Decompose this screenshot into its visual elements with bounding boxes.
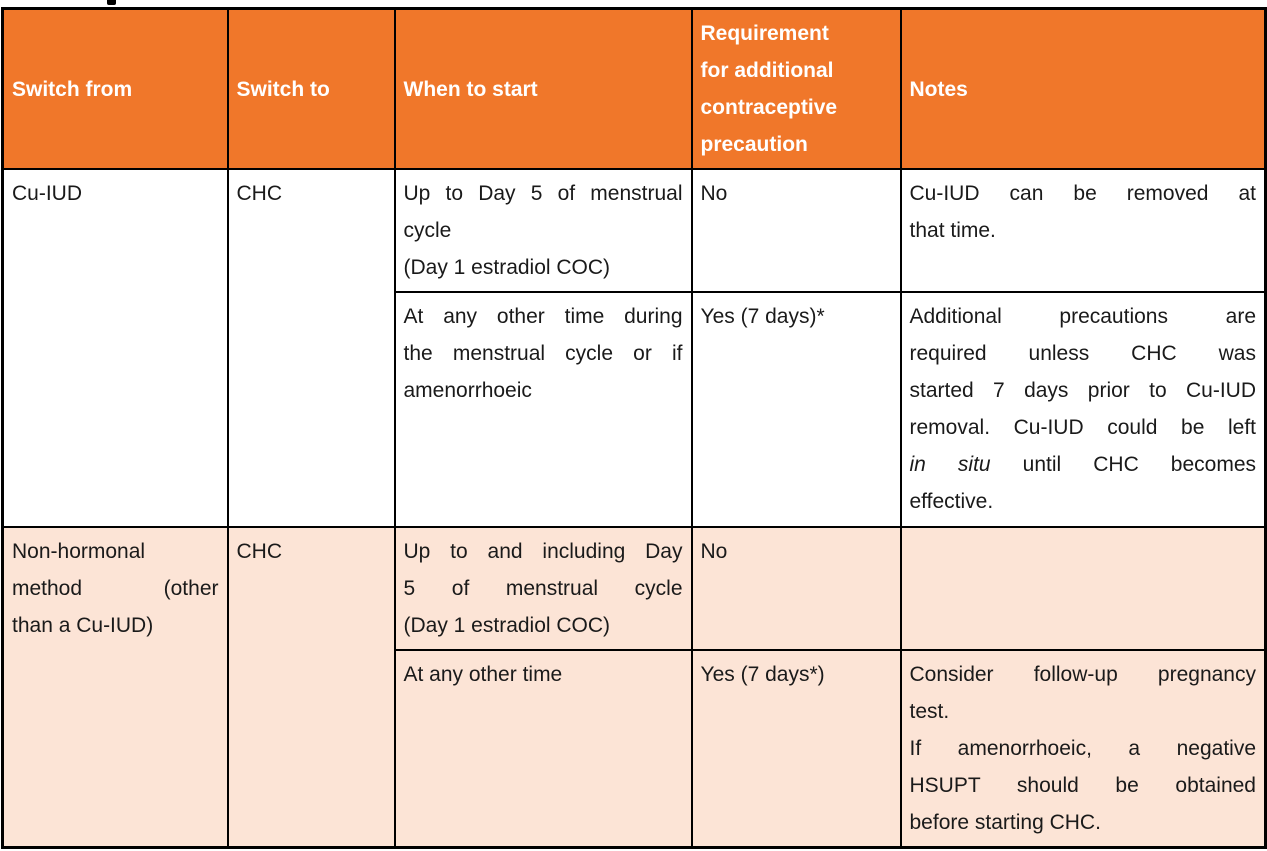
text-line: test. <box>909 700 950 723</box>
text-line: If amenorrhoeic, a negative <box>909 737 1257 760</box>
text-line: before starting CHC. <box>909 811 1101 834</box>
text-line: No <box>700 540 728 563</box>
col-header-label: Requirement for additional contraceptive… <box>700 22 838 156</box>
text-line: (Day 1 estradiol COC) <box>403 614 611 637</box>
cell-when-to-start: Up to Day 5 of menstrual cycle (Day 1 es… <box>393 168 693 293</box>
text-line: amenorrhoeic <box>403 379 532 402</box>
cell-switch-from: Non-hormonal method (other than a Cu-IUD… <box>1 526 229 849</box>
cell-switch-to: CHC <box>226 526 396 849</box>
text-line: removal. Cu-IUD could be left <box>909 416 1257 439</box>
cell-requirement: Yes (7 days*) <box>690 649 902 849</box>
cell-requirement: Yes (7 days)* <box>690 291 902 528</box>
text-line: started 7 days prior to Cu-IUD <box>909 379 1257 402</box>
cell-when-to-start: At any other time during the menstrual c… <box>393 291 693 528</box>
text-line: than a Cu-IUD) <box>12 614 154 637</box>
cell-requirement: No <box>690 168 902 293</box>
text-line: Non-hormonal <box>12 540 146 563</box>
cell-notes: Consider follow-up pregnancy test. If am… <box>899 649 1267 849</box>
text-line: that time. <box>909 219 996 242</box>
cell-requirement: No <box>690 526 902 651</box>
table-row: At any other time Yes (7 days*) Consider… <box>3 649 1267 849</box>
header-row: Switch from Switch to When to start Requ… <box>1 7 1267 170</box>
cell-switch-from: Cu-IUD <box>1 168 229 528</box>
cell-when-to-start: Up to and including Day 5 of menstrual c… <box>393 526 693 651</box>
clipped-text-artifact <box>107 0 116 5</box>
text-line: 5 of menstrual cycle <box>403 577 683 600</box>
text-line: cycle <box>403 219 452 242</box>
col-header-when-to-start: When to start <box>393 7 693 170</box>
text-line: Consider follow-up pregnancy <box>909 663 1257 686</box>
text-line: Up to and including Day <box>403 540 683 563</box>
text-line: At any other time during <box>403 305 683 328</box>
col-header-notes: Notes <box>899 7 1267 170</box>
text-line: CHC <box>236 182 283 205</box>
text-segment: until CHC becomes <box>990 453 1257 476</box>
contraception-switching-table: Switch from Switch to When to start Requ… <box>1 7 1267 849</box>
text-line: required unless CHC was <box>909 342 1257 365</box>
col-header-label: Switch to <box>236 77 330 101</box>
text-line: Cu-IUD can be removed at <box>909 182 1257 205</box>
col-header-label: Switch from <box>12 77 133 101</box>
text-line: in situ until CHC becomes <box>910 446 1257 483</box>
text-line: Cu-IUD <box>12 182 83 205</box>
text-line: Up to Day 5 of menstrual <box>403 182 683 205</box>
text-line: CHC <box>236 540 283 563</box>
text-line: No <box>700 182 728 205</box>
cell-notes <box>899 526 1267 651</box>
text-line: method (other <box>12 577 219 600</box>
italic-term: in situ <box>909 453 991 476</box>
col-header-switch-to: Switch to <box>226 7 396 170</box>
table-row: Non-hormonal method (other than a Cu-IUD… <box>1 526 1267 849</box>
text-line: the menstrual cycle or if <box>403 342 683 365</box>
text-line: (Day 1 estradiol COC) <box>403 256 611 279</box>
cell-notes: Cu-IUD can be removed at that time. <box>899 168 1267 293</box>
cell-notes: Additional precautions are required unle… <box>899 291 1267 528</box>
text-line: At any other time <box>403 663 563 686</box>
text-line: Additional precautions are <box>909 305 1257 328</box>
text-line: Yes (7 days*) <box>700 663 825 686</box>
col-header-label: Notes <box>909 77 968 101</box>
text-line: HSUPT should be obtained <box>909 774 1257 797</box>
col-header-requirement: Requirement for additional contraceptive… <box>690 7 902 170</box>
table-row: At any other time during the menstrual c… <box>3 291 1267 528</box>
cell-switch-to: CHC <box>226 168 396 528</box>
col-header-switch-from: Switch from <box>1 7 229 170</box>
table-row: Cu-IUD CHC Up to Day 5 of menstrual cycl… <box>1 168 1267 528</box>
cell-when-to-start: At any other time <box>393 649 693 849</box>
text-line: effective. <box>909 490 994 513</box>
col-header-label: When to start <box>403 77 538 101</box>
text-line: Yes (7 days)* <box>700 305 825 328</box>
